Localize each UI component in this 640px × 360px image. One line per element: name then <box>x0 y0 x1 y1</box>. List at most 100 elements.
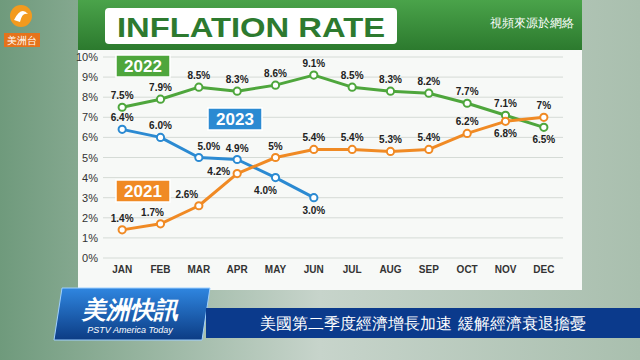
data-labels: 7.5%7.9%8.5%8.3%8.6%9.1%8.5%8.3%8.2%7.7%… <box>111 58 556 224</box>
series-line <box>122 117 544 230</box>
data-label: 7.5% <box>111 90 134 101</box>
point-marker <box>502 118 509 125</box>
series-line <box>122 75 544 127</box>
point-marker <box>272 82 279 89</box>
grid-line <box>103 177 563 178</box>
point-marker <box>349 84 356 91</box>
point-marker <box>425 90 432 97</box>
point-marker <box>310 194 317 201</box>
point-marker <box>234 156 241 163</box>
grid-line <box>103 57 563 58</box>
data-label: 8.5% <box>341 70 364 81</box>
point-marker <box>387 88 394 95</box>
point-marker <box>234 170 241 177</box>
legend-label: 2022 <box>124 57 162 76</box>
legend-box <box>116 55 170 77</box>
program-name-en: PSTV America Today <box>87 325 173 335</box>
point-marker <box>195 84 202 91</box>
page: {"chart_data": {"type": "line", "title":… <box>0 0 640 360</box>
data-label: 4.2% <box>207 166 230 177</box>
y-tick-label: 1% <box>82 232 98 244</box>
y-tick-label: 0% <box>82 252 98 264</box>
point-marker <box>349 146 356 153</box>
data-label: 8.5% <box>187 70 210 81</box>
point-marker <box>119 104 126 111</box>
point-marker <box>157 220 164 227</box>
data-label: 6.0% <box>149 120 172 131</box>
program-name: 美洲快訊 <box>81 296 179 324</box>
background <box>0 0 640 360</box>
y-tick-label: 9% <box>82 71 98 83</box>
data-label: 9.1% <box>302 58 325 69</box>
point-marker <box>540 114 547 121</box>
data-label: 2.6% <box>175 189 198 200</box>
x-tick-label: JUL <box>343 264 362 275</box>
point-marker <box>119 226 126 233</box>
data-label: 8.3% <box>379 74 402 85</box>
y-tick-label: 10% <box>76 51 98 63</box>
x-tick-label: FEB <box>151 264 171 275</box>
y-tick-label: 5% <box>82 152 98 164</box>
data-label: 5.3% <box>379 134 402 145</box>
point-marker <box>540 124 547 131</box>
point-marker <box>157 96 164 103</box>
point-marker <box>464 130 471 137</box>
x-tick-label: SEP <box>419 264 439 275</box>
data-label: 5.4% <box>302 132 325 143</box>
point-marker <box>195 202 202 209</box>
logo-mark <box>14 11 28 22</box>
point-marker <box>387 148 394 155</box>
data-label: 8.3% <box>226 74 249 85</box>
y-tick-label: 8% <box>82 91 98 103</box>
x-tick-label: NOV <box>495 264 517 275</box>
chart-title: INFLATION RATE <box>117 12 385 43</box>
data-label: 6.2% <box>456 116 479 127</box>
data-label: 8.6% <box>264 68 287 79</box>
data-label: 1.7% <box>141 207 164 218</box>
x-tick-label: APR <box>227 264 249 275</box>
legend-entry: 2023 <box>208 108 262 130</box>
x-tick-label: DEC <box>533 264 554 275</box>
point-marker <box>310 71 317 78</box>
logo-tag <box>4 33 40 47</box>
x-tick-label: JAN <box>112 264 132 275</box>
y-tick-label: 4% <box>82 172 98 184</box>
point-marker <box>272 174 279 181</box>
x-tick-label: MAR <box>187 264 211 275</box>
data-label: 5% <box>268 141 283 152</box>
title-box <box>105 8 397 44</box>
plot-marks <box>119 71 548 233</box>
data-label: 7.7% <box>456 86 479 97</box>
point-marker <box>464 100 471 107</box>
x-tick-label: MAY <box>265 264 287 275</box>
stage: INFLATION RATE視頻來源於網絡美洲台0%1%2%3%4%5%6%7%… <box>0 0 640 360</box>
y-tick-label: 7% <box>82 111 98 123</box>
grid-line <box>103 157 563 158</box>
x-tick-label: JUN <box>304 264 324 275</box>
legend-label: 2021 <box>124 182 162 201</box>
data-label: 7.1% <box>494 98 517 109</box>
data-label: 6.5% <box>532 134 555 145</box>
grid-line <box>103 197 563 198</box>
channel-name: 美洲台 <box>7 35 37 46</box>
point-marker <box>425 146 432 153</box>
x-tick-label: AUG <box>379 264 401 275</box>
logo-icon <box>10 5 32 27</box>
data-label: 7.9% <box>149 82 172 93</box>
point-marker <box>195 154 202 161</box>
grid-line <box>103 117 563 118</box>
data-label: 4.0% <box>254 185 277 196</box>
legend-entry: 2022 <box>116 55 170 77</box>
point-marker <box>272 154 279 161</box>
point-marker <box>157 134 164 141</box>
data-label: 1.4% <box>111 213 134 224</box>
headline: 美國第二季度經濟增長加速 緩解經濟衰退擔憂 <box>260 314 585 333</box>
data-label: 6.8% <box>494 128 517 139</box>
chart-panel <box>78 0 582 290</box>
data-label: 6.4% <box>111 112 134 123</box>
grid-line <box>103 258 563 259</box>
headline-bar <box>206 308 640 338</box>
y-tick-label: 6% <box>82 131 98 143</box>
y-tick-label: 3% <box>82 192 98 204</box>
legend-box <box>116 180 170 202</box>
